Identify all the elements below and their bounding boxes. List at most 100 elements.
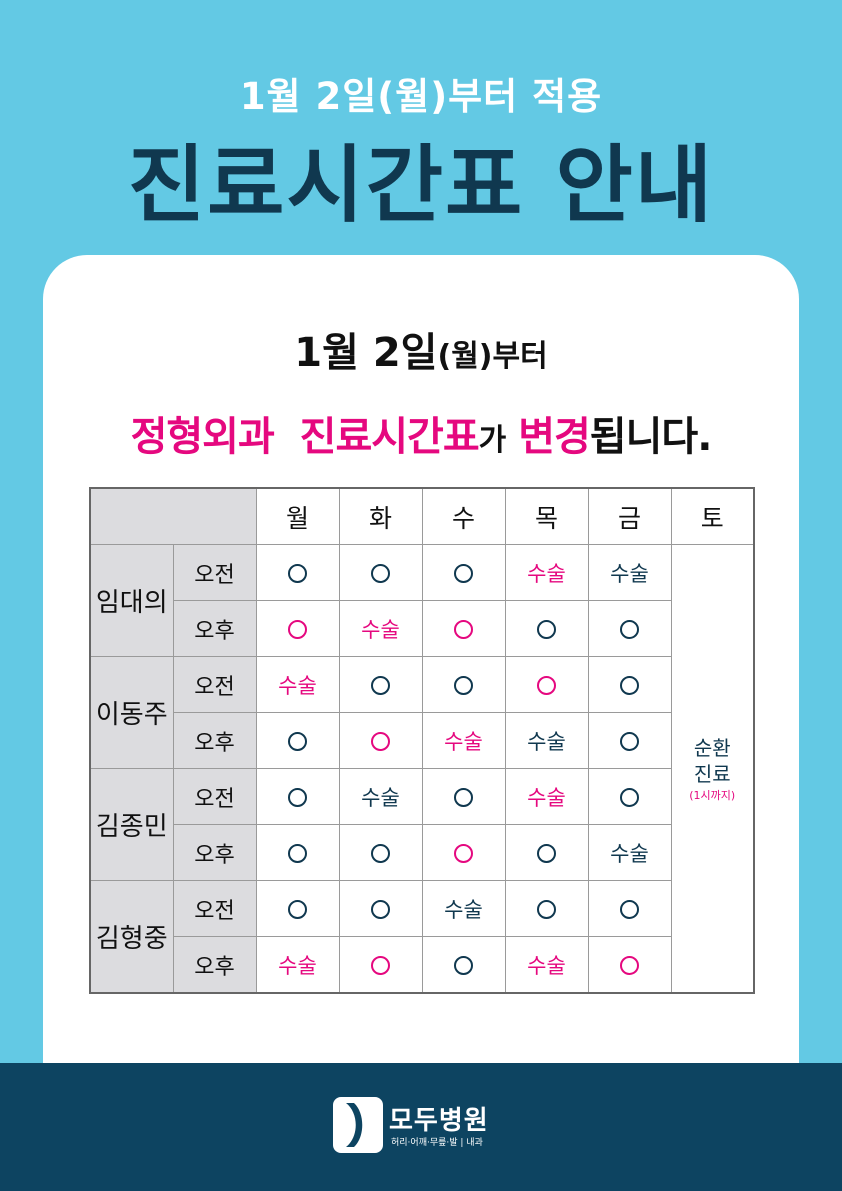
hospital-tagline: 허리·어깨·무릎·발 | 내과: [391, 1138, 483, 1148]
available-cell: [587, 936, 672, 994]
rotation-line-2: 진료: [693, 761, 731, 786]
notice-from: 부터: [492, 339, 548, 374]
available-cell: [587, 768, 672, 825]
available-circle-icon: [454, 564, 473, 583]
available-circle-icon: [288, 788, 307, 807]
table-row: 오후 수술 수술: [90, 936, 754, 994]
time-slot-label: 오전: [172, 880, 257, 937]
table-row: 김종민 오전 수술 수술: [89, 768, 754, 881]
time-slot-label: 오후: [172, 600, 257, 657]
time-slot-label: 오전: [172, 656, 257, 713]
surgery-label: 수술: [527, 953, 566, 978]
rotation-note: (1시까지): [689, 788, 736, 802]
available-circle-icon: [537, 676, 556, 695]
notice-department: 정형외과: [130, 414, 275, 460]
day-header: 토: [670, 487, 755, 545]
time-slot-label: 오전: [172, 768, 257, 825]
available-cell: [421, 768, 506, 825]
schedule-table: 월 화 수 목 금 토 임대의 오전 수술 수술 순환 진료 (1시까지) 오후 수술 이동주 오전 수술 오후 수술…: [89, 487, 755, 994]
doctor-name: 김형중: [89, 880, 174, 994]
available-cell: [255, 712, 340, 769]
available-circle-icon: [454, 788, 473, 807]
notice-line-1: 1월 2일(월)부터: [0, 320, 842, 378]
notice-particle: 가: [478, 423, 507, 458]
available-cell: [338, 656, 423, 713]
available-cell: [587, 656, 672, 713]
surgery-cell: 수술: [587, 544, 672, 601]
available-cell: [587, 880, 672, 937]
available-circle-icon: [288, 844, 307, 863]
available-circle-icon: [371, 676, 390, 695]
table-row: 임대의 오전 수술 수술 순환 진료 (1시까지): [89, 544, 755, 994]
available-circle-icon: [454, 620, 473, 639]
notice-schedule: 진료시간표: [299, 414, 480, 460]
doctor-name: 이동주: [89, 656, 174, 769]
surgery-label: 수술: [361, 617, 400, 642]
available-circle-icon: [620, 732, 639, 751]
available-circle-icon: [620, 900, 639, 919]
available-cell: [338, 824, 423, 881]
available-circle-icon: [371, 900, 390, 919]
notice-weekday: (월): [437, 339, 493, 374]
available-circle-icon: [620, 620, 639, 639]
surgery-label: 수술: [527, 729, 566, 754]
available-circle-icon: [454, 676, 473, 695]
surgery-cell: 수술: [338, 600, 423, 657]
surgery-label: 수술: [278, 953, 317, 978]
available-circle-icon: [288, 732, 307, 751]
surgery-cell: 수술: [338, 768, 423, 825]
available-cell: [421, 656, 506, 713]
available-cell: [421, 936, 506, 994]
surgery-cell: 수술: [255, 656, 340, 713]
available-circle-icon: [537, 620, 556, 639]
available-cell: [338, 544, 423, 601]
surgery-label: 수술: [527, 785, 566, 810]
surgery-cell: 수술: [504, 544, 589, 601]
available-circle-icon: [371, 844, 390, 863]
table-row: 이동주 오전 수술: [89, 656, 754, 769]
available-circle-icon: [371, 564, 390, 583]
available-circle-icon: [537, 900, 556, 919]
surgery-cell: 수술: [255, 936, 340, 994]
surgery-cell: 수술: [504, 768, 589, 825]
available-cell: [255, 880, 340, 937]
doctor-name: 임대의: [89, 544, 174, 657]
table-row: 김형중 오전 수술: [89, 880, 754, 994]
time-slot-label: 오전: [172, 544, 257, 601]
rotation-line-1: 순환: [693, 735, 731, 760]
available-circle-icon: [620, 956, 639, 975]
surgery-label: 수술: [444, 897, 483, 922]
available-cell: [421, 600, 506, 657]
available-cell: [587, 712, 672, 769]
surgery-cell: 수술: [504, 936, 589, 994]
surgery-cell: 수술: [421, 712, 506, 769]
available-circle-icon: [454, 844, 473, 863]
available-cell: [338, 712, 423, 769]
time-slot-label: 오후: [172, 936, 257, 994]
time-slot-label: 오후: [172, 824, 257, 881]
available-cell: [255, 544, 340, 601]
day-header: 금: [587, 487, 672, 545]
available-circle-icon: [537, 844, 556, 863]
surgery-label: 수술: [610, 841, 649, 866]
available-cell: [255, 768, 340, 825]
surgery-cell: 수술: [421, 880, 506, 937]
notice-line-2: 정형외과 진료시간표가 변경됩니다.: [0, 404, 842, 462]
available-cell: [504, 880, 589, 937]
notice-change: 변경: [518, 414, 591, 460]
hospital-name: 모두병원: [389, 1106, 489, 1136]
surgery-label: 수술: [527, 561, 566, 586]
available-cell: [504, 600, 589, 657]
surgery-cell: 수술: [587, 824, 672, 881]
table-row: 오후 수술: [90, 600, 754, 657]
available-circle-icon: [371, 732, 390, 751]
notice-ending: 됩니다.: [589, 414, 713, 460]
page-subtitle: 1월 2일(월)부터 적용: [239, 75, 603, 118]
day-header: 화: [338, 487, 423, 545]
surgery-label: 수술: [361, 785, 400, 810]
day-header: 월: [255, 487, 340, 545]
footer-bar: [0, 1063, 842, 1191]
table-row: 오후 수술: [90, 824, 754, 881]
available-cell: [587, 600, 672, 657]
